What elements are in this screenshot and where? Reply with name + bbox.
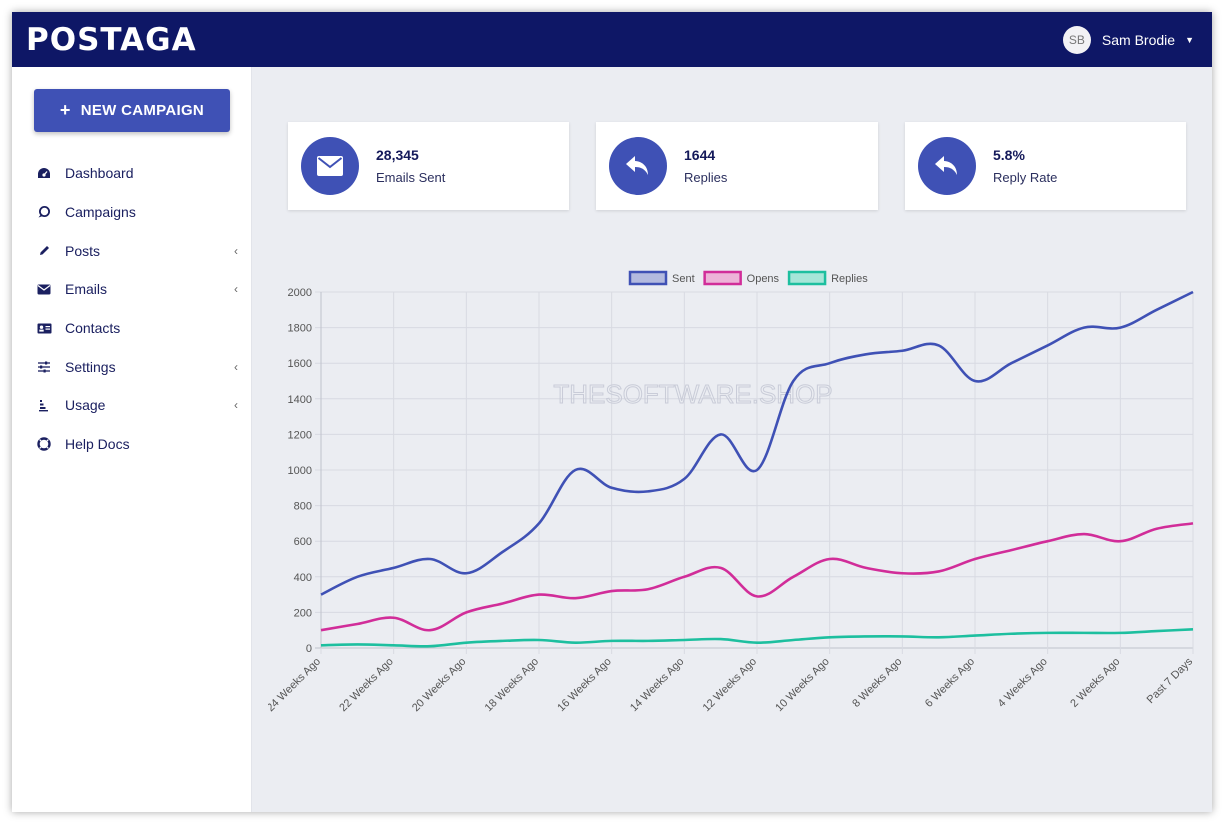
y-tick-label: 1800 <box>288 323 312 335</box>
sidebar-item-label: Emails <box>65 281 108 298</box>
stat-label: Reply Rate <box>993 170 1058 185</box>
chevron-left-icon: ‹ <box>234 243 238 258</box>
reply-icon <box>918 137 976 195</box>
new-campaign-button[interactable]: + NEW CAMPAIGN <box>34 89 230 132</box>
stat-card-emails-sent: 28,345 Emails Sent <box>288 122 569 210</box>
top-bar: POSTAGA SB Sam Brodie ▼ <box>12 12 1212 67</box>
sidebar-nav: Dashboard Campaigns Posts ‹ Emails <box>12 154 252 464</box>
lifebuoy-icon <box>36 436 52 452</box>
usage-icon <box>36 397 52 413</box>
series-line-replies <box>320 628 1194 648</box>
app-window: POSTAGA SB Sam Brodie ▼ + NEW CAMPAIGN D… <box>12 12 1212 812</box>
x-tick-label: 6 Weeks Ago <box>923 656 977 710</box>
x-tick-label: 10 Weeks Ago <box>773 656 832 715</box>
chevron-left-icon: ‹ <box>234 359 238 374</box>
y-tick-label: 1000 <box>288 465 312 477</box>
sidebar-item-label: Campaigns <box>65 204 136 221</box>
sidebar-item-posts[interactable]: Posts ‹ <box>12 231 252 270</box>
y-tick-label: 0 <box>306 643 312 655</box>
x-tick-label: 18 Weeks Ago <box>483 656 542 715</box>
avatar: SB <box>1062 25 1091 54</box>
x-tick-label: 16 Weeks Ago <box>555 656 614 715</box>
sidebar-item-campaigns[interactable]: Campaigns <box>12 193 252 232</box>
campaigns-icon <box>36 204 52 220</box>
legend-swatch-sent[interactable] <box>628 270 668 286</box>
envelope-icon <box>36 281 52 297</box>
dashboard-icon <box>36 165 52 181</box>
y-tick-label: 1200 <box>288 429 312 441</box>
chart-legend[interactable]: Sent Opens Replies <box>628 270 868 286</box>
new-campaign-label: NEW CAMPAIGN <box>80 102 205 119</box>
logo-text: POSTAGA <box>26 21 197 58</box>
series-line-opens <box>320 522 1194 632</box>
chevron-left-icon: ‹ <box>234 282 238 297</box>
sliders-icon <box>36 359 52 375</box>
x-tick-label: 4 Weeks Ago <box>996 656 1050 710</box>
y-tick-label: 400 <box>294 572 312 584</box>
sidebar-item-contacts[interactable]: Contacts <box>12 309 252 348</box>
sidebar-item-label: Settings <box>65 358 116 375</box>
sidebar-item-help-docs[interactable]: Help Docs <box>12 425 252 464</box>
x-tick-label: 20 Weeks Ago <box>410 656 469 715</box>
x-tick-label: 12 Weeks Ago <box>701 656 760 715</box>
logo[interactable]: POSTAGA <box>26 22 197 58</box>
stat-card-replies: 1644 Replies <box>596 122 878 210</box>
stat-label: Emails Sent <box>376 170 446 185</box>
sidebar: + NEW CAMPAIGN Dashboard Campaigns Pos <box>12 67 252 812</box>
contact-card-icon <box>36 320 52 336</box>
reply-icon <box>609 137 667 195</box>
stat-value: 5.8% <box>993 147 1025 163</box>
sidebar-item-label: Usage <box>65 397 106 414</box>
sidebar-item-label: Help Docs <box>65 436 130 453</box>
pencil-icon <box>36 243 52 259</box>
legend-label-opens[interactable]: Opens <box>747 273 780 285</box>
x-tick-label: 24 Weeks Ago <box>268 656 323 715</box>
y-tick-label: 600 <box>294 536 312 548</box>
chart-series <box>320 290 1194 648</box>
y-tick-label: 800 <box>294 501 312 513</box>
x-tick-label: 14 Weeks Ago <box>628 656 687 715</box>
x-tick-label: 8 Weeks Ago <box>850 656 904 710</box>
legend-label-sent[interactable]: Sent <box>672 273 695 285</box>
sidebar-item-emails[interactable]: Emails ‹ <box>12 270 252 309</box>
stat-card-reply-rate: 5.8% Reply Rate <box>905 122 1186 210</box>
legend-swatch-opens[interactable] <box>703 270 742 286</box>
legend-label-replies[interactable]: Replies <box>831 273 868 285</box>
x-tick-label: 2 Weeks Ago <box>1068 656 1122 710</box>
series-line-sent <box>320 290 1194 596</box>
legend-swatch-replies[interactable] <box>787 270 827 286</box>
sidebar-item-usage[interactable]: Usage ‹ <box>12 386 252 425</box>
x-tick-label: Past 7 Days <box>1145 655 1196 706</box>
y-tick-label: 2000 <box>288 287 312 299</box>
chevron-left-icon: ‹ <box>234 398 238 413</box>
sidebar-item-settings[interactable]: Settings ‹ <box>12 347 252 386</box>
sidebar-item-label: Contacts <box>65 320 121 337</box>
sidebar-item-dashboard[interactable]: Dashboard <box>12 154 252 193</box>
envelope-icon <box>301 137 359 195</box>
y-tick-label: 200 <box>294 607 312 619</box>
stat-value: 28,345 <box>376 147 419 163</box>
y-tick-label: 1400 <box>288 394 312 406</box>
sidebar-item-label: Dashboard <box>65 165 134 182</box>
plus-icon: + <box>59 100 71 120</box>
stat-label: Replies <box>684 170 728 185</box>
chart-axes: 0 200 400 600 800 1000 1200 1400 1600 1800 2000 24 … <box>268 287 1195 714</box>
x-tick-label: 22 Weeks Ago <box>337 656 396 715</box>
y-tick-label: 1600 <box>288 358 312 370</box>
user-name: Sam Brodie <box>1101 31 1176 48</box>
sidebar-item-label: Posts <box>65 242 101 259</box>
user-menu[interactable]: SB Sam Brodie ▼ <box>1062 25 1194 54</box>
chart-grid <box>315 291 1194 654</box>
caret-down-icon: ▼ <box>1185 34 1194 45</box>
stat-value: 1644 <box>684 147 716 163</box>
activity-line-chart: 0 200 400 600 800 1000 1200 1400 1600 1800 2000 24 … <box>268 270 1195 714</box>
